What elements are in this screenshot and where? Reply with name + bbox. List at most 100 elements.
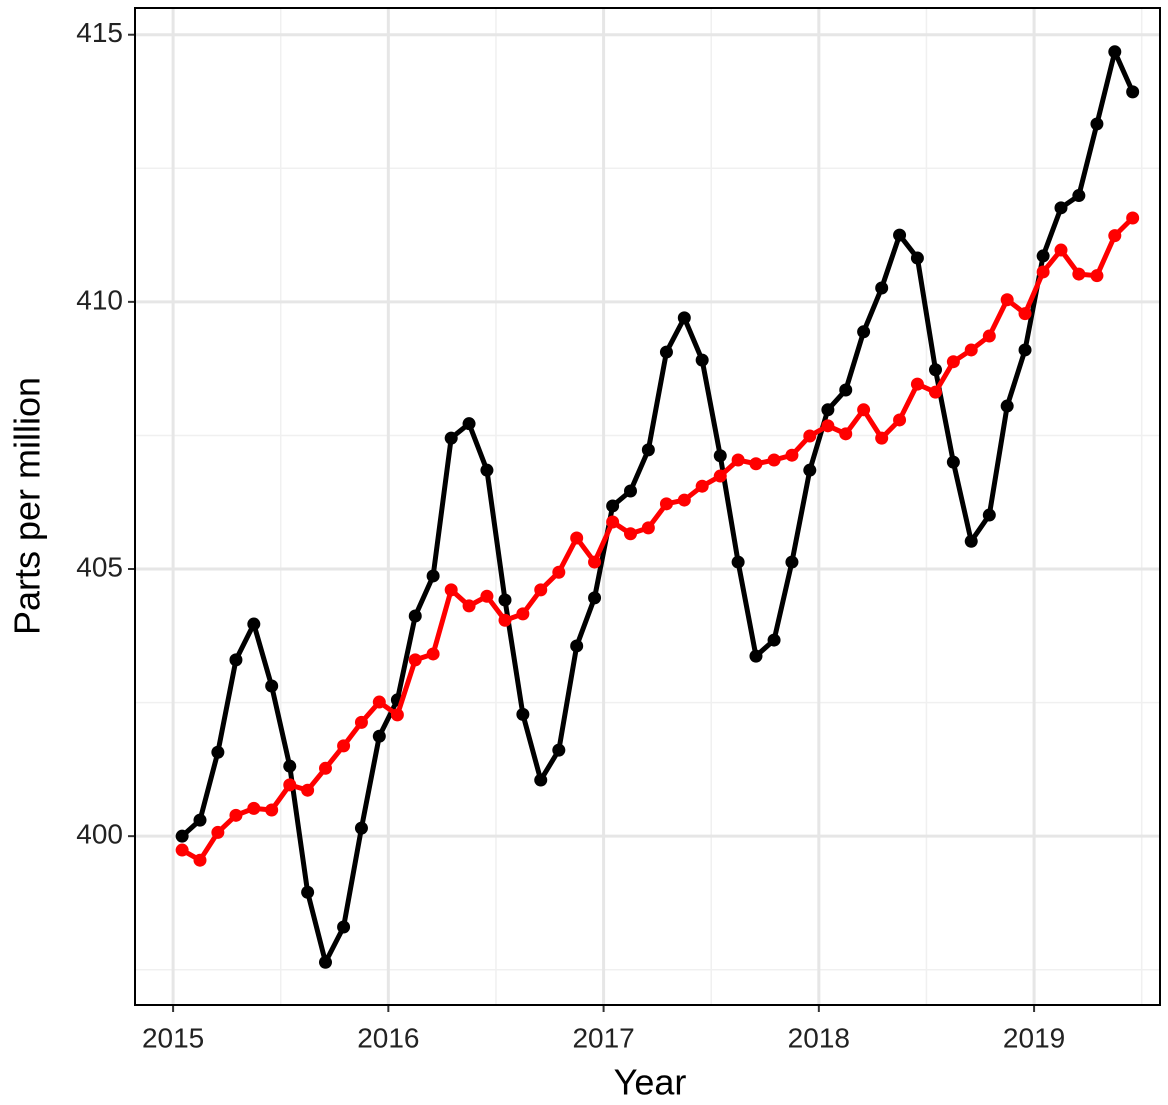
- x-tick-label: 2015: [142, 1022, 204, 1053]
- data-point: [229, 653, 243, 667]
- data-point: [1018, 343, 1032, 357]
- data-point: [767, 633, 781, 647]
- data-point: [1000, 293, 1014, 307]
- data-point: [875, 431, 889, 445]
- y-tick-label: 415: [76, 17, 123, 48]
- data-point: [982, 329, 996, 343]
- data-point: [390, 708, 404, 722]
- data-point: [875, 281, 889, 295]
- data-point: [354, 821, 368, 835]
- data-point: [1072, 189, 1086, 203]
- data-point: [857, 403, 871, 417]
- data-point: [677, 493, 691, 507]
- data-point: [480, 589, 494, 603]
- data-point: [301, 885, 315, 899]
- data-point: [1108, 45, 1122, 59]
- data-point: [570, 531, 584, 545]
- data-point: [1090, 117, 1104, 131]
- data-point: [731, 555, 745, 569]
- data-point: [946, 355, 960, 369]
- data-point: [426, 647, 440, 661]
- data-point: [265, 803, 279, 817]
- data-point: [695, 353, 709, 367]
- data-point: [659, 345, 673, 359]
- data-point: [946, 455, 960, 469]
- data-point: [641, 521, 655, 535]
- data-point: [623, 527, 637, 541]
- data-point: [534, 773, 548, 787]
- data-point: [1072, 267, 1086, 281]
- data-point: [857, 325, 871, 339]
- data-point: [408, 653, 422, 667]
- data-point: [211, 745, 225, 759]
- data-point: [623, 484, 637, 498]
- data-point: [193, 813, 207, 827]
- data-point: [175, 829, 189, 843]
- data-point: [516, 607, 530, 621]
- data-point: [749, 649, 763, 663]
- y-axis-title: Parts per million: [7, 377, 48, 635]
- data-point: [408, 609, 422, 623]
- data-point: [372, 729, 386, 743]
- data-point: [318, 955, 332, 969]
- data-point: [552, 565, 566, 579]
- data-point: [480, 463, 494, 477]
- data-point: [372, 695, 386, 709]
- x-tick-label: 2019: [1003, 1022, 1065, 1053]
- data-point: [1054, 201, 1068, 215]
- data-point: [713, 469, 727, 483]
- x-tick-label: 2016: [357, 1022, 419, 1053]
- x-tick-label: 2017: [572, 1022, 634, 1053]
- data-point: [426, 569, 440, 583]
- data-point: [910, 377, 924, 391]
- data-point: [588, 555, 602, 569]
- data-point: [1126, 211, 1140, 225]
- data-point: [641, 443, 655, 457]
- data-point: [785, 448, 799, 462]
- data-point: [570, 639, 584, 653]
- data-point: [821, 403, 835, 417]
- data-point: [337, 920, 351, 934]
- data-point: [265, 679, 279, 693]
- data-point: [982, 508, 996, 522]
- data-point: [1036, 249, 1050, 263]
- y-tick-label: 400: [76, 819, 123, 850]
- data-point: [516, 707, 530, 721]
- data-point: [444, 583, 458, 597]
- data-point: [803, 463, 817, 477]
- data-point: [444, 431, 458, 445]
- data-point: [821, 419, 835, 433]
- data-point: [301, 783, 315, 797]
- data-point: [1054, 243, 1068, 257]
- data-point: [462, 599, 476, 613]
- data-point: [1090, 269, 1104, 283]
- data-point: [211, 825, 225, 839]
- data-point: [659, 497, 673, 511]
- x-tick-label: 2018: [788, 1022, 850, 1053]
- data-point: [498, 613, 512, 627]
- data-point: [606, 499, 620, 513]
- data-point: [749, 457, 763, 471]
- data-point: [928, 363, 942, 377]
- data-point: [193, 853, 207, 867]
- data-point: [1108, 229, 1122, 243]
- data-point: [462, 417, 476, 431]
- data-point: [1000, 399, 1014, 413]
- data-point: [767, 453, 781, 467]
- data-point: [354, 715, 368, 729]
- data-point: [893, 228, 907, 242]
- data-point: [803, 429, 817, 443]
- data-point: [606, 515, 620, 529]
- data-point: [839, 383, 853, 397]
- y-tick-label: 405: [76, 551, 123, 582]
- data-point: [1018, 307, 1032, 321]
- data-point: [247, 617, 261, 631]
- data-point: [552, 743, 566, 757]
- data-point: [534, 583, 548, 597]
- data-point: [588, 591, 602, 605]
- x-axis-title: Year: [614, 1062, 687, 1103]
- data-point: [677, 311, 691, 325]
- data-point: [713, 449, 727, 463]
- data-point: [839, 427, 853, 441]
- data-point: [1126, 85, 1140, 99]
